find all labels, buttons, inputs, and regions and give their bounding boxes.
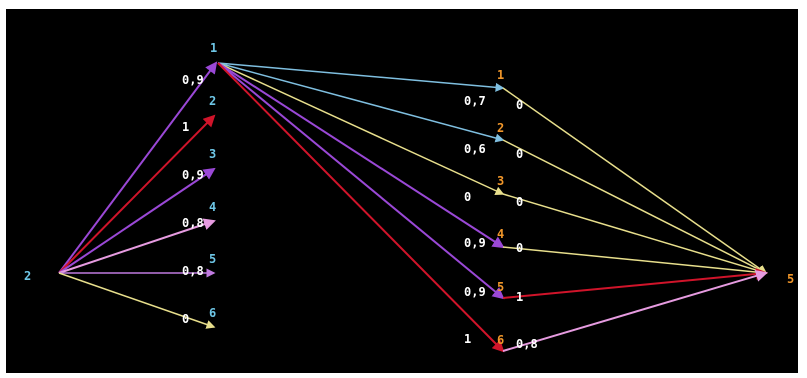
left-node-label: 3 [209, 147, 216, 161]
weight-source-hub: 0,9 [182, 73, 204, 87]
weight-hub-right: 0,7 [464, 94, 486, 108]
edge-right-3-sink [502, 193, 768, 276]
weight-right-sink: 0 [516, 147, 523, 161]
source-node-label: 2 [24, 269, 31, 283]
left-node-label: 5 [209, 252, 216, 266]
diagram-canvas: 2 1 2 3 4 5 6 1 2 3 4 5 6 5 0,9 1 0,9 0,… [6, 9, 798, 373]
edge-hub-right-3 [217, 62, 505, 195]
weight-right-sink: 0 [516, 98, 523, 112]
right-node-label: 5 [497, 280, 504, 294]
left-node-label: 2 [209, 94, 216, 108]
hub-node-label: 1 [210, 41, 217, 55]
weight-hub-right: 0 [464, 190, 471, 204]
edge-hub-right-5 [217, 62, 505, 300]
edge-source-left-4 [58, 218, 216, 274]
weight-hub-right: 0,9 [464, 285, 486, 299]
edge-right-1-sink [502, 87, 768, 274]
weight-hub-right: 0,9 [464, 236, 486, 250]
edge-hub-right-2 [217, 62, 505, 143]
weight-right-sink: 0 [516, 195, 523, 209]
source-edges [58, 61, 218, 329]
left-node-label: 6 [209, 306, 216, 320]
sink-node-label: 5 [787, 272, 794, 286]
weight-source-left: 0 [182, 312, 189, 326]
right-node-label: 2 [497, 121, 504, 135]
edge-right-6-sink [502, 270, 768, 352]
weight-right-sink: 0,8 [516, 337, 538, 351]
hub-edges [217, 62, 505, 353]
weight-hub-right: 1 [464, 332, 471, 346]
network-diagram: 2 1 2 3 4 5 6 1 2 3 4 5 6 5 0,9 1 0,9 0,… [24, 41, 794, 353]
weight-source-left: 0,9 [182, 168, 204, 182]
edge-hub-right-6 [217, 62, 505, 353]
weight-source-left: 1 [182, 120, 189, 134]
right-node-label: 4 [497, 227, 504, 241]
weight-labels: 0,9 1 0,9 0,8 0,8 0 0,7 0,6 0 0,9 0,9 1 … [182, 73, 538, 351]
left-node-label: 4 [209, 200, 216, 214]
node-labels: 2 1 2 3 4 5 6 1 2 3 4 5 6 5 [24, 41, 794, 347]
edge-hub-right-4 [217, 62, 505, 249]
weight-hub-right: 0,6 [464, 142, 486, 156]
right-node-label: 3 [497, 174, 504, 188]
weight-right-sink: 1 [516, 290, 523, 304]
edge-right-4-sink [502, 246, 768, 277]
edge-source-left-3 [58, 167, 216, 274]
sink-edges [502, 87, 768, 352]
edge-source-left-2 [58, 114, 216, 274]
weight-source-left: 0,8 [182, 264, 204, 278]
weight-source-left: 0,8 [182, 216, 204, 230]
right-node-label: 6 [497, 333, 504, 347]
edge-source-hub [58, 61, 218, 274]
weight-right-sink: 0 [516, 241, 523, 255]
edge-source-left-6 [58, 272, 216, 329]
edge-right-5-sink [502, 267, 768, 299]
edge-right-2-sink [502, 139, 768, 274]
right-node-label: 1 [497, 68, 504, 82]
edge-hub-right-1 [217, 62, 505, 92]
